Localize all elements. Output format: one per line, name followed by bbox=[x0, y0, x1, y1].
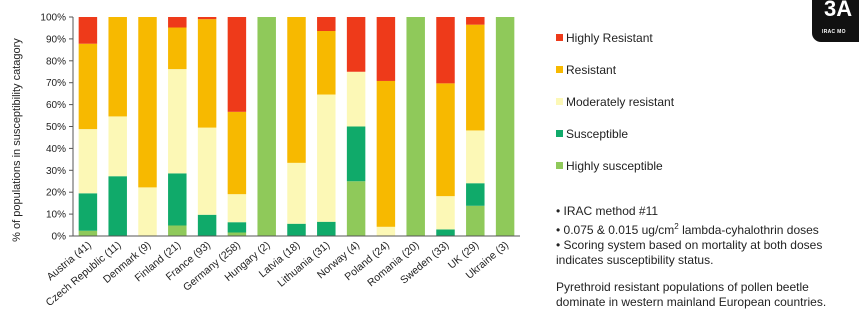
bar-segment bbox=[346, 71, 366, 127]
legend-item: Highly susceptible bbox=[556, 160, 756, 192]
bar-segment bbox=[168, 173, 187, 226]
y-tick-label: 30% bbox=[46, 166, 66, 177]
note-scoring-cont: indicates susceptibility status. bbox=[556, 253, 714, 267]
bar-segment bbox=[227, 194, 247, 223]
bar-segment bbox=[376, 17, 396, 81]
bar-segment bbox=[227, 232, 247, 236]
bar-segment bbox=[227, 222, 247, 233]
legend-item: Highly Resistant bbox=[556, 32, 756, 64]
y-tick-label: 80% bbox=[46, 56, 66, 67]
legend-label: Highly susceptible bbox=[566, 159, 663, 173]
note-method: • IRAC method #11 bbox=[556, 204, 659, 218]
y-tick-label: 40% bbox=[46, 144, 66, 155]
legend-item: Resistant bbox=[556, 64, 756, 96]
legend-label: Highly Resistant bbox=[566, 31, 653, 45]
bar-segment bbox=[197, 214, 217, 236]
y-tick-label: 10% bbox=[46, 210, 66, 221]
irac-moa-logo: 3A IRAC MO bbox=[812, 0, 859, 42]
bar-segment bbox=[466, 130, 485, 184]
bar-segment bbox=[168, 69, 187, 174]
y-tick-label: 0% bbox=[52, 232, 67, 243]
bar-segment bbox=[287, 223, 306, 236]
bar-segment bbox=[138, 187, 157, 236]
bar-segment bbox=[436, 229, 455, 236]
bar-segment bbox=[257, 17, 276, 236]
note-doses: • 0.075 & 0.015 ug/cm2 lambda-cyhalothri… bbox=[556, 222, 819, 237]
y-tick-label: 100% bbox=[40, 13, 66, 24]
legend-label: Resistant bbox=[566, 63, 617, 77]
bar-segment bbox=[197, 127, 217, 215]
bar-segment bbox=[78, 17, 98, 44]
bar-segment bbox=[108, 116, 127, 177]
bar-segment bbox=[436, 196, 455, 230]
bar-segment bbox=[108, 17, 127, 117]
bar-segment bbox=[346, 181, 366, 236]
bar-segment bbox=[376, 80, 396, 227]
note-summary: Pyrethroid resistant populations of poll… bbox=[556, 280, 809, 294]
note-scoring: • Scoring system based on mortality at b… bbox=[556, 238, 823, 252]
bar-segment bbox=[78, 129, 98, 194]
y-tick-label: 20% bbox=[46, 188, 66, 199]
bar-segment bbox=[197, 17, 217, 20]
bar-segment bbox=[108, 176, 127, 236]
bar-segment bbox=[197, 19, 217, 128]
bar-segment bbox=[78, 230, 98, 236]
bar-segment bbox=[495, 17, 515, 236]
bar-segment bbox=[138, 17, 157, 188]
bar-segment bbox=[227, 111, 247, 195]
bar-segment bbox=[317, 94, 336, 222]
bar-segment bbox=[317, 17, 336, 32]
bar-segment bbox=[466, 183, 485, 206]
legend-swatch bbox=[556, 162, 563, 169]
y-tick-label: 90% bbox=[46, 34, 66, 45]
bar-segment bbox=[376, 226, 396, 236]
bar-segment bbox=[466, 24, 485, 131]
bar-segment bbox=[466, 205, 485, 236]
bar-segment bbox=[406, 17, 425, 236]
bar-segment bbox=[436, 83, 455, 197]
y-tick-label: 70% bbox=[46, 78, 66, 89]
legend-item: Moderately resistant bbox=[556, 96, 756, 128]
bar-segment bbox=[168, 17, 187, 28]
bar-segment bbox=[287, 17, 306, 163]
legend-swatch bbox=[556, 34, 563, 41]
notes: • IRAC method #11 • 0.075 & 0.015 ug/cm2… bbox=[556, 204, 859, 310]
note-summary-cont: dominate in western mainland European co… bbox=[556, 295, 827, 309]
legend-label: Moderately resistant bbox=[566, 95, 675, 109]
legend-swatch bbox=[556, 98, 563, 105]
y-tick-label: 50% bbox=[46, 122, 66, 133]
legend-swatch bbox=[556, 130, 563, 137]
bar-segment bbox=[346, 17, 366, 72]
legend: Highly Resistant Resistant Moderately resi… bbox=[556, 32, 756, 192]
bar-segment bbox=[287, 162, 306, 224]
bar-segment bbox=[78, 43, 98, 130]
y-tick-label: 60% bbox=[46, 100, 66, 111]
bar-segment bbox=[346, 126, 366, 182]
bar-segment bbox=[78, 193, 98, 231]
bar-segment bbox=[317, 31, 336, 95]
bar-segment bbox=[168, 225, 187, 236]
bar-segment bbox=[466, 17, 485, 25]
bar-segment bbox=[317, 221, 336, 236]
y-axis-label: % of populations in susceptibility catag… bbox=[11, 38, 23, 242]
legend-swatch bbox=[556, 66, 563, 73]
legend-item: Susceptible bbox=[556, 128, 756, 160]
bar-segment bbox=[436, 17, 455, 84]
legend-label: Susceptible bbox=[566, 127, 629, 141]
stacked-bar-chart: % of populations in susceptibility catag… bbox=[11, 13, 520, 309]
bar-segment bbox=[227, 17, 247, 112]
bar-segment bbox=[168, 27, 187, 70]
